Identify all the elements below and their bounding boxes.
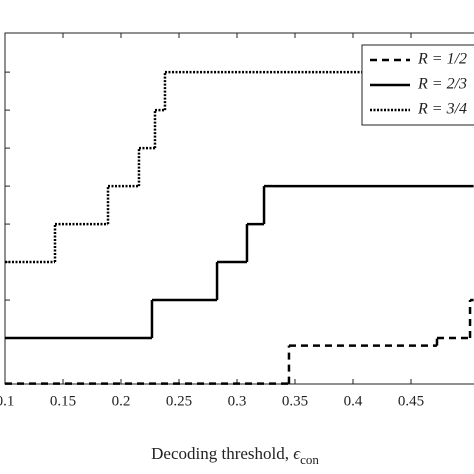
x-tick-label: 0.25 (166, 393, 192, 409)
x-tick-label: 0.45 (398, 393, 424, 409)
x-tick-label: 0.4 (344, 393, 363, 409)
legend-label: R = 3/4 (417, 101, 467, 118)
x-tick-label: 0.35 (282, 393, 308, 409)
x-label-text: Decoding threshold, (151, 444, 293, 463)
x-label-subscript: con (300, 452, 319, 467)
series (5, 184, 474, 340)
legend-label: R = 2/3 (417, 76, 467, 93)
x-label-symbol: ϵ (293, 444, 301, 463)
series (5, 70, 474, 264)
series (5, 298, 474, 385)
legend-label: R = 1/2 (417, 51, 467, 68)
x-axis-label: Decoding threshold, ϵcon (151, 444, 319, 467)
x-tick-label: 0.2 (112, 393, 131, 409)
plot-frame (4, 32, 474, 385)
x-tick-label: 0.3 (228, 393, 247, 409)
x-tick-label: 0.1 (0, 393, 14, 409)
legend: R = 1/2 R = 2/3 R = 3/4 (361, 44, 474, 126)
x-tick-label: 0.15 (50, 393, 76, 409)
